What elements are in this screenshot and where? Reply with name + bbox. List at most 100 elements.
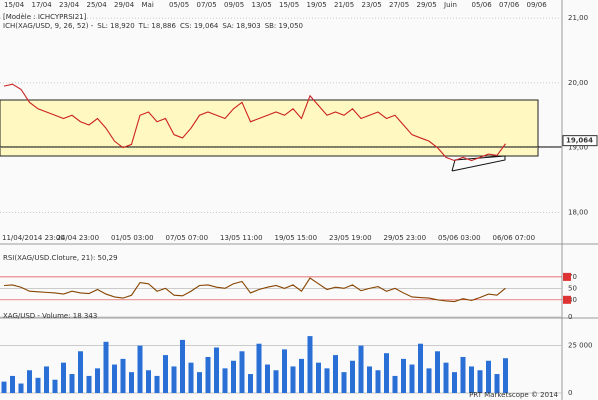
volume-bar — [69, 374, 75, 393]
bottom-axis-label: 29/05 23:00 — [384, 234, 427, 242]
top-axis-label: 29/05 — [417, 1, 437, 9]
volume-bar — [375, 370, 381, 393]
volume-bar — [154, 375, 160, 393]
volume-bar — [78, 351, 83, 393]
volume-bar — [214, 347, 219, 393]
volume-bar — [256, 343, 262, 393]
bottom-axis-label: 07/05 07:00 — [166, 234, 209, 242]
top-axis-label: 15/04 — [4, 1, 25, 9]
top-axis-label: 23/05 — [362, 1, 382, 9]
volume-bar — [477, 370, 483, 393]
volume-bar — [248, 374, 253, 393]
volume-bar — [171, 366, 177, 393]
volume-bar — [316, 362, 321, 393]
panel-title: XAG/USD - Volume: 18 343 — [3, 312, 97, 320]
volume-bar — [435, 351, 440, 393]
price-badge — [562, 135, 598, 147]
top-axis-label: 23/04 — [59, 1, 80, 9]
volume-bar — [367, 366, 372, 393]
top-axis-label: 05/06 — [472, 1, 493, 9]
volume-bar — [146, 370, 151, 393]
volume-bar — [341, 372, 347, 393]
series-line — [3, 83, 506, 162]
top-axis-label: 07/06 — [499, 1, 520, 9]
volume-bar — [205, 356, 211, 393]
volume-bar — [112, 364, 117, 393]
level-badge — [563, 272, 571, 281]
volume-bar — [103, 341, 109, 393]
volume-bar — [180, 339, 185, 393]
top-axis-label: 13/05 — [252, 1, 272, 9]
top-axis-label: 29/04 — [114, 1, 135, 9]
volume-bar — [333, 355, 338, 393]
volume-bar — [61, 362, 66, 393]
bottom-axis-label: 11/04/2014 23:00 — [2, 234, 65, 242]
volume-bar — [86, 375, 92, 393]
volume-bar — [282, 349, 287, 393]
y-tick-label: 70 — [568, 273, 577, 281]
top-axis-label: 09/05 — [224, 1, 244, 9]
bottom-axis-label: 23/05 19:00 — [329, 234, 372, 242]
volume-bar — [460, 356, 466, 393]
top-axis-label: 25/04 — [87, 1, 108, 9]
volume-bar — [426, 368, 432, 393]
volume-bar — [35, 377, 41, 393]
volume-bar — [392, 375, 398, 393]
y-tick-label: 20,00 — [568, 79, 588, 87]
volume-bar — [401, 358, 406, 393]
top-axis-label: 21/05 — [334, 1, 354, 9]
volume-bar — [10, 375, 15, 393]
volume-bar — [265, 364, 270, 393]
volume-bar — [1, 381, 7, 393]
volume-bar — [443, 362, 449, 393]
y-tick-label: 0 — [568, 313, 572, 321]
bottom-axis-label: 24/04 23:00 — [57, 234, 100, 242]
volume-bar — [350, 360, 355, 393]
volume-bar — [188, 362, 194, 393]
header: [Modèle : ICHCYPRSI21] — [3, 13, 87, 21]
volume-bar — [52, 379, 58, 393]
volume-bar — [503, 358, 508, 393]
legend-entry: CS: 19,064 — [180, 22, 219, 30]
volume-bar — [197, 372, 202, 393]
series-line — [3, 277, 506, 303]
volume-bar — [44, 366, 49, 393]
volume-bar — [137, 345, 143, 393]
volume-bar — [486, 360, 491, 393]
top-axis-label: 19/05 — [307, 1, 327, 9]
top-axis-label: Mai — [142, 1, 154, 9]
top-axis-label: 17/04 — [32, 1, 53, 9]
volume-bar — [163, 355, 168, 393]
zone — [0, 99, 539, 157]
bottom-axis-label: 05/06 03:00 — [438, 234, 481, 242]
volume-bar — [239, 351, 245, 393]
volume-bar — [129, 372, 134, 393]
volume-bar — [27, 370, 32, 393]
triangle-pattern — [451, 155, 506, 172]
top-axis-label: 15/05 — [279, 1, 299, 9]
legend-entry: TL: 18,886 — [138, 22, 177, 30]
volume-bar — [273, 370, 279, 393]
legend-entry: SL: 18,920 — [97, 22, 134, 30]
legend-entry: SA: 18,903 — [222, 22, 260, 30]
y-tick-label: 30 — [568, 296, 577, 304]
top-axis-label: Juin — [443, 1, 457, 9]
volume-bar — [231, 360, 236, 393]
volume-bar — [409, 364, 415, 393]
volume-bar — [494, 374, 500, 393]
volume-bar — [452, 372, 457, 393]
panel-title: RSI(XAG/USD.Cloture, 21): 50,29 — [3, 254, 118, 262]
y-tick-label: 50 — [568, 284, 577, 292]
level-badge — [563, 295, 571, 304]
top-axis-label: 27/05 — [389, 1, 409, 9]
volume-bar — [418, 343, 423, 393]
volume-bar — [299, 358, 304, 393]
volume-bar — [469, 366, 474, 393]
volume-bar — [358, 345, 364, 393]
top-axis-label: 09/06 — [527, 1, 548, 9]
top-axis-label: 05/05 — [169, 1, 189, 9]
y-tick-label: 19,00 — [568, 144, 588, 152]
volume-bar — [18, 383, 24, 393]
bottom-axis-label: 01/05 03:00 — [111, 234, 154, 242]
